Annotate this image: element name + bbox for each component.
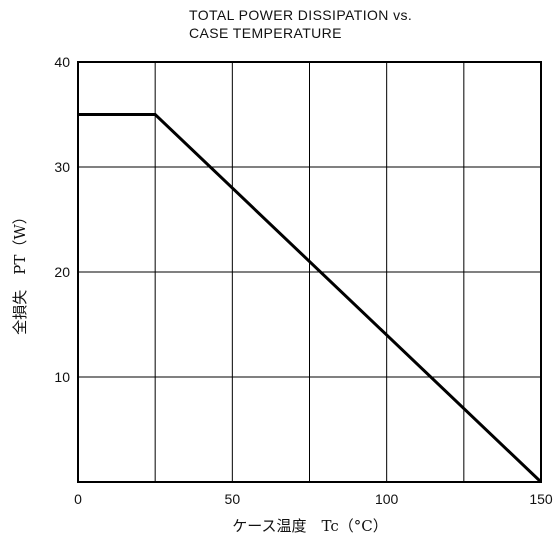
y-tick-label: 20 xyxy=(54,264,70,280)
x-tick-label: 100 xyxy=(375,491,399,507)
x-axis-label: ケース温度 Tc（°C） xyxy=(232,517,387,535)
x-tick-label: 50 xyxy=(225,491,241,507)
x-tick-label: 150 xyxy=(529,491,553,507)
chart-title-line1: TOTAL POWER DISSIPATION vs. xyxy=(189,7,412,23)
y-axis-label: 全損失 PT（W） xyxy=(11,209,29,335)
plot-frame xyxy=(77,61,542,483)
grid xyxy=(78,62,541,482)
y-tick-label: 40 xyxy=(54,54,70,70)
series-line xyxy=(78,113,543,484)
tick-labels: 0 50 100 150 10 20 30 40 xyxy=(54,54,552,507)
chart-title-line2: CASE TEMPERATURE xyxy=(189,25,342,41)
y-tick-label: 10 xyxy=(54,369,70,385)
y-tick-label: 30 xyxy=(54,159,70,175)
data-series xyxy=(78,113,543,484)
x-tick-label: 0 xyxy=(74,491,82,507)
